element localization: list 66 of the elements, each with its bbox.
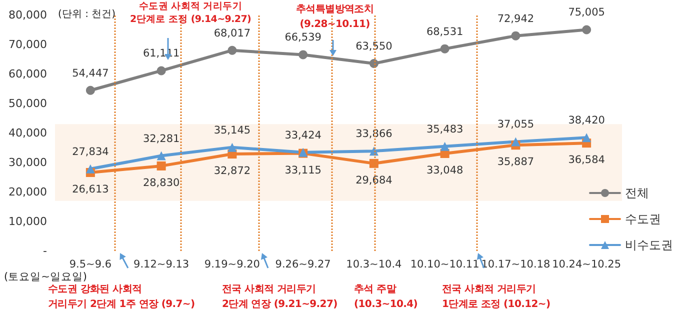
data-label: 35,145 <box>214 124 251 136</box>
data-label: 27,834 <box>72 146 110 158</box>
data-label: 63,550 <box>356 40 392 53</box>
x-tick-label: 10.10~10.11 <box>410 258 480 270</box>
point <box>582 25 592 34</box>
point <box>440 44 450 54</box>
y-tick-label: 40,000 <box>8 126 47 140</box>
data-label: 35,887 <box>497 156 534 168</box>
data-label: 68,017 <box>214 27 251 40</box>
data-label: 66,539 <box>284 32 322 44</box>
data-label: 29,684 <box>356 174 393 186</box>
y-tick-label: 50,000 <box>8 97 47 110</box>
text: 전국 사회적 거리두기 1단계로 조정 (10.12~) <box>442 283 550 312</box>
data-label: 38,420 <box>568 114 605 127</box>
data-label: 37,055 <box>497 118 534 131</box>
y-tick-label: 10,000 <box>8 215 47 228</box>
y-tick-label: 60,000 <box>8 68 47 80</box>
data-label: 32,281 <box>142 132 180 145</box>
text: 수도권 강화된 사회적 거리두기 2단계 1주 연장 (9.7~) <box>48 283 195 312</box>
point <box>156 66 166 76</box>
text: 추석 주말 (10.3~10.4) <box>354 283 418 312</box>
data-label: 33,048 <box>426 164 464 177</box>
data-label: 28,830 <box>142 176 180 189</box>
data-label: 33,115 <box>284 164 322 176</box>
x-tick-label: 10.24~10.25 <box>552 258 622 270</box>
y-tick-label: 30,000 <box>8 156 47 169</box>
annotation: 수도권 사회적 거리두기 2단계로 조정 (9.14~9.27) <box>130 0 252 26</box>
y-tick-label: 20,000 <box>8 186 47 198</box>
data-label: 32,872 <box>214 165 251 178</box>
point <box>156 151 166 160</box>
text: 전국 사회적 거리두기 2단계 연장 (9.21~9.27) <box>222 283 338 312</box>
data-label: 36,584 <box>568 154 606 166</box>
y-axis-title: (단위 : 천건) <box>58 8 116 21</box>
data-label: 75,005 <box>568 6 605 19</box>
data-label: 54,447 <box>72 67 109 80</box>
legend-label: 전체 <box>625 186 649 200</box>
point <box>228 142 237 152</box>
point <box>369 158 378 168</box>
point <box>86 86 95 95</box>
data-label: 72,942 <box>497 12 534 25</box>
x-tick-label: 9.5~9.6 <box>69 258 112 270</box>
point <box>86 164 95 174</box>
point <box>582 133 592 142</box>
point <box>511 137 520 146</box>
data-label: 33,424 <box>284 129 322 142</box>
annotation: 추석특별방역조치 (9.28~10.11) <box>296 3 374 32</box>
point <box>511 31 520 40</box>
data-label: 68,531 <box>426 26 464 38</box>
point <box>228 46 237 55</box>
point <box>440 142 450 151</box>
point <box>298 50 308 60</box>
x-tick-label: 9.26~9.27 <box>275 258 331 270</box>
x-tick-label: 10.3~10.4 <box>346 258 402 270</box>
x-axis-title: (토요일~일요일) <box>4 270 87 284</box>
point <box>369 59 378 68</box>
data-label: 35,483 <box>426 123 464 136</box>
data-label: 26,613 <box>72 183 109 196</box>
legend-label: 수도권 <box>625 212 661 226</box>
y-tick-label: 70,000 <box>8 38 47 51</box>
x-tick-label: 9.19~9.20 <box>204 258 260 270</box>
y-tick-label: - <box>43 244 48 258</box>
y-tick-label: 80,000 <box>8 8 47 22</box>
legend-label: 비수도권 <box>625 238 673 252</box>
point <box>156 161 166 170</box>
data-label: 33,866 <box>356 128 393 140</box>
x-tick-label: 9.12~9.13 <box>134 258 190 270</box>
